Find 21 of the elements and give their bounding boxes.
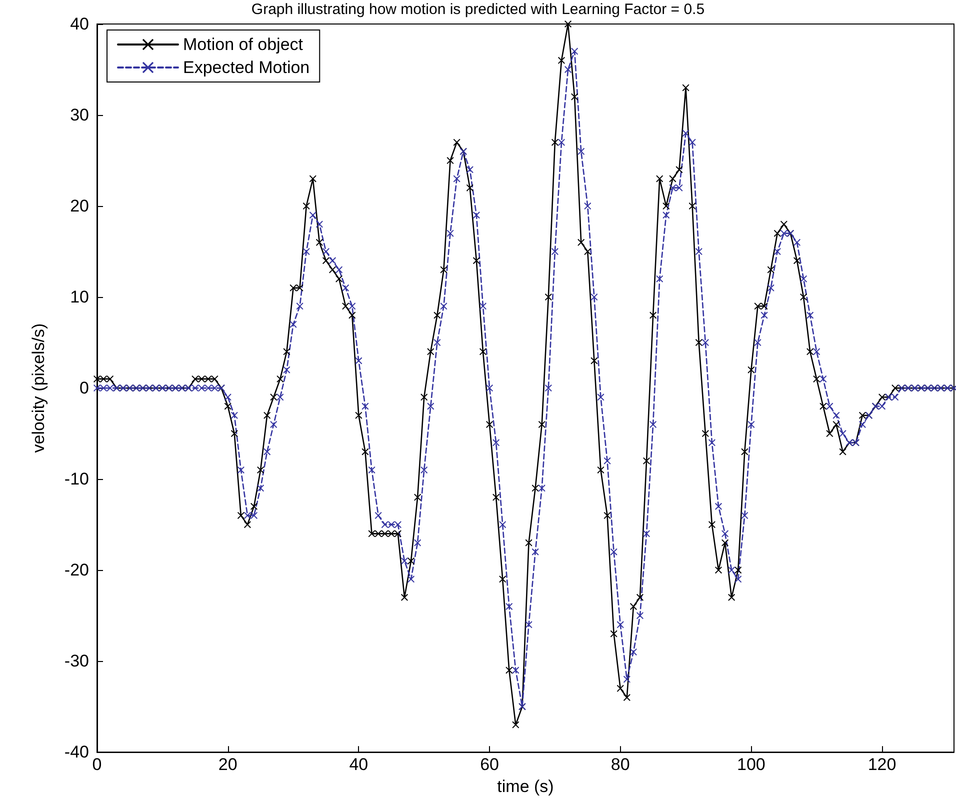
x-tick-label: 40	[349, 755, 368, 774]
y-tick-label: -30	[64, 652, 89, 671]
y-tick-label: -10	[64, 470, 89, 489]
y-tick-label: 10	[70, 288, 89, 307]
legend-label: Motion of object	[183, 35, 304, 54]
x-tick-label: 100	[737, 755, 766, 774]
y-tick-label: 0	[80, 378, 89, 398]
x-tick-label: 60	[480, 755, 499, 774]
chart-title: Graph illustrating how motion is predicted with Learning Factor = 0.5	[251, 1, 705, 18]
x-tick-label: 120	[868, 755, 896, 774]
legend-label: Expected Motion	[183, 58, 310, 77]
y-tick-label: 30	[70, 106, 89, 125]
y-tick-label: -20	[64, 560, 89, 580]
x-tick-label: 20	[218, 755, 238, 774]
y-tick-label: -40	[64, 742, 89, 762]
y-tick-label: 40	[70, 14, 89, 34]
y-axis-title: velocity (pixels/s)	[29, 323, 48, 453]
x-axis-title: time (s)	[497, 777, 554, 796]
y-tick-label: 20	[70, 196, 89, 216]
x-tick-label: 80	[610, 755, 630, 774]
x-tick-label: 0	[92, 755, 102, 774]
